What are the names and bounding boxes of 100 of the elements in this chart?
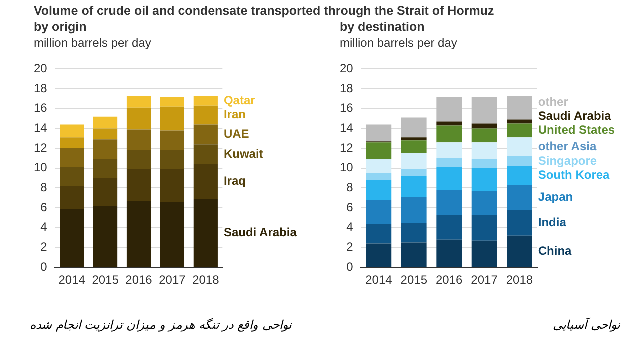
y-tick-label: 12 (340, 140, 354, 155)
bar (401, 138, 427, 141)
bar (401, 176, 427, 198)
bar (160, 202, 185, 268)
bar (60, 138, 84, 149)
bar (194, 106, 218, 125)
text: نواحی آسیایی (553, 318, 620, 332)
bar (401, 222, 427, 243)
bar (507, 156, 532, 166)
y-axis-title: million barrels per day (340, 36, 458, 50)
bar (401, 197, 427, 223)
y-tick-label: 16 (340, 101, 354, 116)
bar (93, 140, 118, 160)
bar (366, 224, 392, 244)
bar (436, 158, 462, 168)
y-tick-label: 20 (340, 62, 354, 76)
series-label: other Asia (538, 139, 597, 154)
bar (366, 200, 392, 224)
bar (436, 126, 462, 143)
chart-subtitle: by destination (340, 20, 425, 34)
bar (436, 215, 462, 240)
x-tick-label: 2016 (436, 273, 464, 288)
y-tick-label: 6 (346, 200, 354, 214)
series-label: Iran (224, 108, 246, 122)
x-tick-label: 2017 (471, 273, 498, 288)
bar (366, 159, 392, 174)
y-tick-label: 12 (34, 140, 48, 155)
series-label: Iraq (224, 174, 246, 188)
bar (472, 96, 498, 124)
x-tick-label: 2018 (192, 273, 220, 288)
bar (472, 168, 498, 192)
bar (366, 142, 392, 160)
bar (366, 173, 392, 180)
bar (160, 169, 185, 202)
bar (401, 154, 427, 170)
bar (160, 130, 185, 151)
bar (507, 185, 532, 210)
series-label: Singapore (538, 154, 598, 168)
bar (436, 240, 462, 268)
bar (472, 215, 498, 241)
bar (507, 210, 532, 236)
bar (160, 106, 185, 131)
bar (507, 96, 532, 120)
y-tick-label: 20 (34, 62, 48, 76)
series-label: Saudi Arabia (538, 109, 612, 124)
bar (472, 191, 498, 216)
bar (126, 108, 152, 130)
bar (126, 201, 152, 268)
bar (93, 206, 118, 268)
bar (401, 169, 427, 176)
bar (507, 166, 532, 186)
bar (436, 190, 462, 216)
bar (194, 164, 218, 200)
y-tick-label: 2 (346, 240, 354, 254)
y-tick-label: 8 (40, 180, 48, 195)
bar (60, 167, 84, 186)
bar (194, 144, 218, 164)
bar (60, 186, 84, 210)
bar (194, 199, 218, 268)
y-tick-label: 16 (34, 101, 48, 116)
bar (507, 124, 532, 138)
bar (472, 142, 498, 160)
text: نواحی واقع در تنگه هرمز و میزان ترانزیت انجام شده (30, 318, 292, 332)
bar (126, 150, 152, 170)
bar (60, 124, 84, 138)
series-label: India (538, 215, 567, 230)
bar (472, 128, 498, 143)
bar (160, 96, 185, 107)
bar (366, 244, 392, 268)
bar (194, 124, 218, 145)
y-tick-label: 18 (34, 81, 48, 96)
series-label: Saudi Arabia (224, 226, 298, 240)
bar (194, 96, 218, 106)
bar (401, 118, 427, 138)
bar (472, 159, 498, 168)
bar (160, 150, 185, 170)
bar (126, 130, 152, 151)
series-label: other (538, 95, 569, 110)
bar (366, 180, 392, 200)
bar (507, 236, 532, 268)
y-tick-label: 4 (40, 220, 48, 234)
x-tick-label: 2018 (506, 273, 534, 288)
bar (507, 120, 532, 124)
bar (126, 96, 152, 108)
bar (401, 140, 427, 154)
y-tick-label: 8 (346, 180, 354, 195)
series-label: South Korea (538, 168, 610, 182)
x-tick-label: 2014 (366, 273, 393, 288)
bar (126, 169, 152, 202)
chart-subtitle: by origin (34, 20, 87, 34)
y-axis-title: million barrels per day (34, 36, 152, 50)
series-label: Kuwait (224, 146, 264, 161)
bar (436, 96, 462, 122)
y-tick-label: 0 (346, 260, 354, 274)
bar (93, 128, 118, 140)
x-tick-label: 2015 (400, 273, 428, 288)
bar (93, 116, 118, 129)
y-tick-label: 14 (340, 121, 354, 136)
bar (436, 142, 462, 158)
bar (401, 242, 427, 268)
